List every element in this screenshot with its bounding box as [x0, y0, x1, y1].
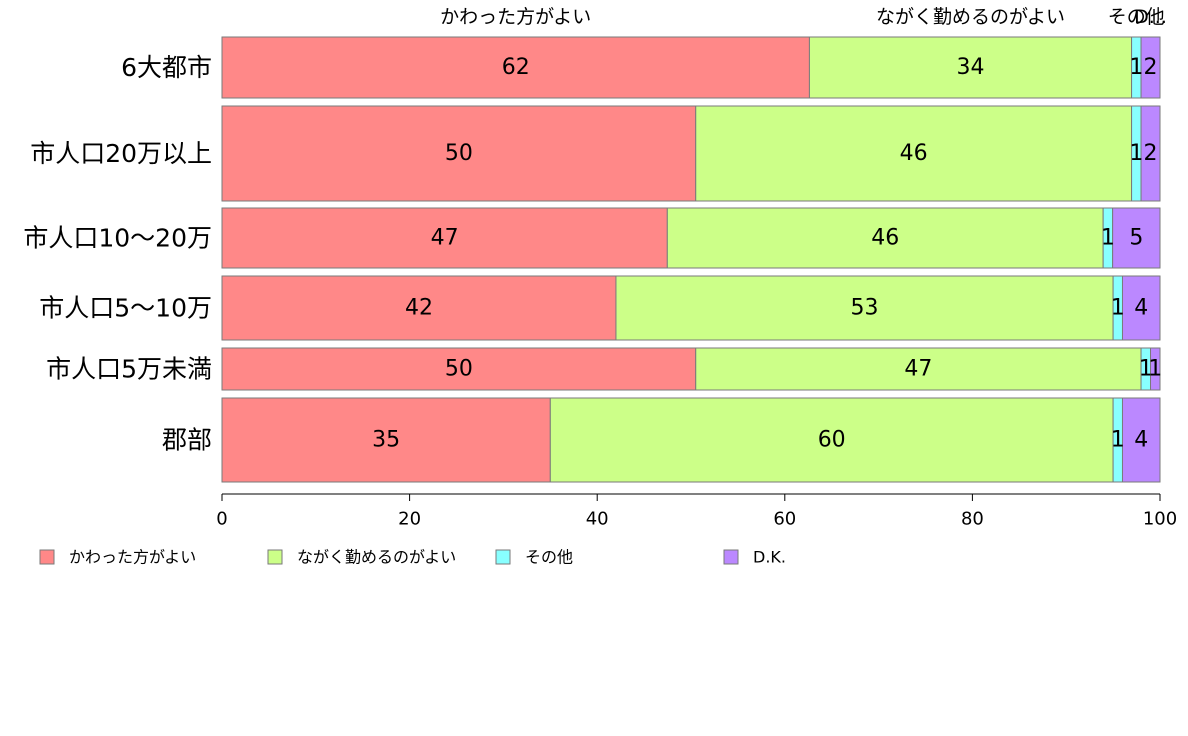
bar-segment [1121, 275, 1161, 341]
bar-segment [695, 347, 1142, 391]
data-label: 50 [445, 357, 473, 382]
top-series-label: ながく勤めるのがよい [876, 6, 1065, 28]
bar-segment [1140, 105, 1161, 202]
x-axis: 0 20 40 60 80 100 [216, 493, 1177, 530]
data-label: 2 [1144, 141, 1158, 166]
legend-item: ながく勤めるのがよい [267, 548, 456, 567]
top-series-labels-layer: かわった方がよい ながく勤めるのがよい その他D... [440, 6, 1167, 28]
bar-segment [615, 275, 1114, 341]
legend-swatch [495, 549, 511, 565]
data-label: 42 [405, 296, 433, 321]
bar-segment [695, 105, 1133, 202]
bar-segment [1112, 207, 1161, 269]
bar-segment [221, 347, 697, 391]
legend-item: D.K. [723, 548, 786, 567]
bar-segment [221, 36, 810, 99]
bar-segment [666, 207, 1104, 269]
data-label: 47 [904, 357, 932, 382]
data-label: 34 [957, 55, 985, 80]
category-label: 市人口5〜10万 [39, 294, 212, 323]
bar-segment [1140, 36, 1161, 99]
x-tick-label: 100 [1143, 509, 1177, 530]
data-label: 1 [1129, 55, 1143, 80]
bars-layer [221, 36, 1161, 483]
category-label: 6大都市 [121, 53, 212, 82]
bar-segment [1150, 347, 1161, 391]
data-label: 1 [1101, 226, 1115, 251]
top-series-label: かわった方がよい [440, 6, 591, 28]
bar-segment [221, 105, 697, 202]
data-label: 46 [900, 141, 928, 166]
x-tick-label: 40 [586, 509, 609, 530]
data-label: 1 [1111, 428, 1125, 453]
category-label: 市人口10〜20万 [23, 224, 212, 253]
top-series-label: D... [1134, 6, 1167, 28]
bar-segment [549, 397, 1114, 483]
x-tick-label: 60 [773, 509, 796, 530]
bar-segment [1121, 397, 1161, 483]
legend-item: その他 [495, 548, 573, 567]
legend-label: ながく勤めるのがよい [297, 548, 456, 567]
x-tick-label: 20 [398, 509, 421, 530]
category-label: 市人口5万未満 [46, 355, 212, 384]
legend-label: D.K. [753, 548, 786, 567]
legend: かわった方がよい ながく勤めるのがよい その他 D.K. [39, 548, 786, 567]
data-label: 2 [1144, 55, 1158, 80]
data-label: 53 [851, 296, 879, 321]
x-tick-label: 0 [216, 509, 227, 530]
x-tick-label: 80 [961, 509, 984, 530]
legend-label: その他 [525, 548, 573, 567]
legend-label: かわった方がよい [69, 548, 196, 567]
data-label: 47 [431, 226, 459, 251]
top-series-label: その他 [1108, 6, 1165, 28]
data-label: 1 [1148, 357, 1162, 382]
bar-segment [221, 207, 668, 269]
data-label: 1 [1129, 141, 1143, 166]
data-label: 1 [1111, 296, 1125, 321]
bar-segment [221, 397, 551, 483]
category-label: 郡部 [162, 426, 212, 455]
legend-item: かわった方がよい [39, 548, 196, 567]
data-label: 46 [871, 226, 899, 251]
data-label: 50 [445, 141, 473, 166]
category-label: 市人口20万以上 [30, 139, 212, 168]
data-label: 1 [1139, 357, 1153, 382]
data-label: 4 [1134, 296, 1148, 321]
legend-swatch [267, 549, 283, 565]
legend-swatch [39, 549, 55, 565]
legend-swatch [723, 549, 739, 565]
data-label: 62 [502, 55, 530, 80]
data-label: 5 [1129, 226, 1143, 251]
data-label: 4 [1134, 428, 1148, 453]
bar-segment [808, 36, 1133, 99]
data-label: 60 [818, 428, 846, 453]
data-label: 35 [372, 428, 400, 453]
